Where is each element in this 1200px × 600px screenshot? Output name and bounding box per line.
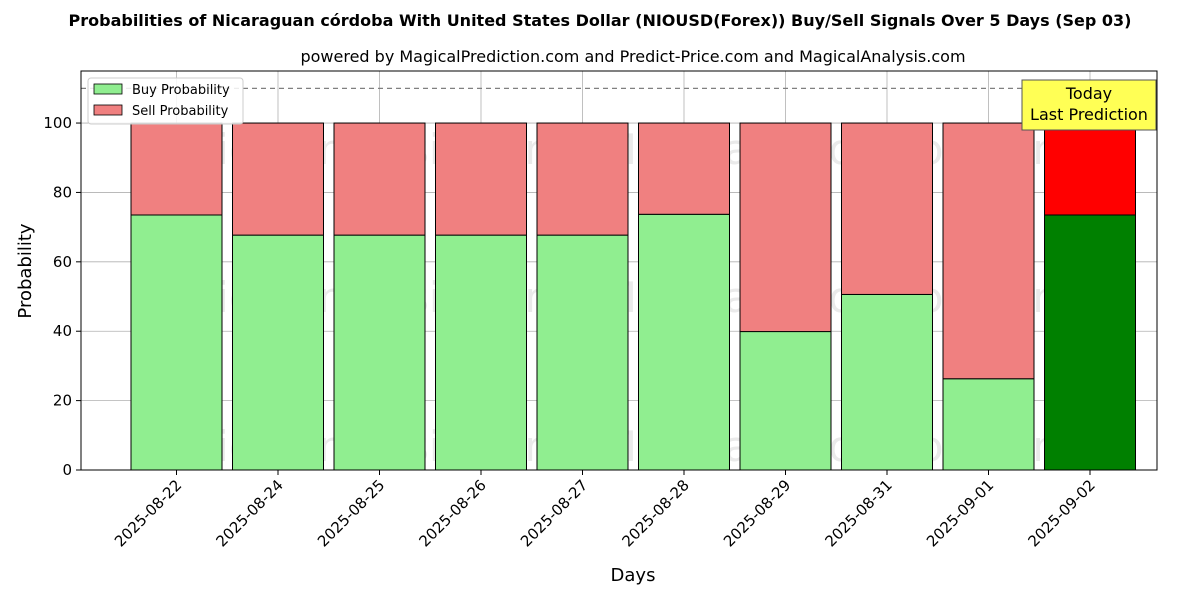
bar-buy-2025-09-01 <box>942 378 1035 471</box>
bar-buy-2025-08-24 <box>232 234 324 471</box>
annotation-line-1: Today <box>1065 84 1112 103</box>
x-tick-label: 2025-08-29 <box>720 476 794 550</box>
y-tick-label: 80 <box>53 183 72 201</box>
legend-label-buy: Buy Probability <box>132 83 230 98</box>
today-annotation: Today Last Prediction <box>1021 79 1157 131</box>
bar-sell-2025-09-01 <box>942 122 1035 380</box>
bar-sell-2025-08-26 <box>435 122 527 236</box>
x-tick-label: 2025-08-26 <box>415 476 489 550</box>
x-tick-label: 2025-08-24 <box>212 476 286 550</box>
legend: Buy Probability Sell Probability <box>87 77 244 125</box>
x-tick-label: 2025-09-01 <box>923 476 997 550</box>
bar-sell-2025-08-25 <box>333 122 426 236</box>
bar-sell-2025-08-22 <box>130 122 223 216</box>
x-tick-label: 2025-08-22 <box>111 476 185 550</box>
legend-box <box>87 77 244 125</box>
x-axis-label: Days <box>611 565 656 586</box>
bar-sell-2025-08-28 <box>638 122 730 215</box>
bar-sell-2025-08-29 <box>739 122 832 333</box>
bar-buy-2025-08-26 <box>435 234 527 471</box>
plot-frame <box>80 70 1158 471</box>
y-tick-label: 40 <box>53 322 72 340</box>
x-tick-label: 2025-08-31 <box>821 476 895 550</box>
y-tick-label: 60 <box>53 253 72 271</box>
x-tick-label: 2025-08-27 <box>517 476 591 550</box>
bar-buy-2025-09-02 <box>1044 214 1136 471</box>
bar-buy-2025-08-28 <box>638 213 730 471</box>
y-axis-label: Probability <box>15 223 36 318</box>
bar-buy-2025-08-22 <box>130 214 223 471</box>
y-tick-label: 20 <box>53 392 72 410</box>
annotation-box <box>1021 79 1157 131</box>
x-tick-label: 2025-08-25 <box>314 476 388 550</box>
bar-sell-2025-09-02 <box>1044 122 1136 216</box>
y-tick-label: 0 <box>62 461 72 479</box>
annotation-line-2: Last Prediction <box>1030 105 1148 124</box>
x-axis: 2025-08-22 2025-08-24 2025-08-25 2025-08-26… <box>111 470 1099 550</box>
bar-sell-2025-08-31 <box>841 122 933 295</box>
legend-label-sell: Sell Probability <box>132 104 229 119</box>
bar-sell-2025-08-27 <box>536 122 629 236</box>
bar-buy-2025-08-25 <box>333 234 426 471</box>
y-tick-label: 100 <box>43 114 72 132</box>
legend-swatch-buy <box>93 83 123 95</box>
bar-buy-2025-08-27 <box>536 234 629 471</box>
x-tick-label: 2025-09-02 <box>1024 476 1098 550</box>
x-tick-label: 2025-08-28 <box>618 476 692 550</box>
chart-title: Probabilities of Nicaraguan córdoba With… <box>69 11 1132 30</box>
chart-subtitle: powered by MagicalPrediction.com and Pre… <box>300 47 965 66</box>
bar-buy-2025-08-29 <box>739 331 832 471</box>
legend-swatch-sell <box>93 104 123 116</box>
bar-buy-2025-08-31 <box>841 293 933 471</box>
bar-sell-2025-08-24 <box>232 122 324 236</box>
bars <box>130 122 1136 471</box>
y-axis: 0 20 40 60 80 100 <box>43 114 81 479</box>
